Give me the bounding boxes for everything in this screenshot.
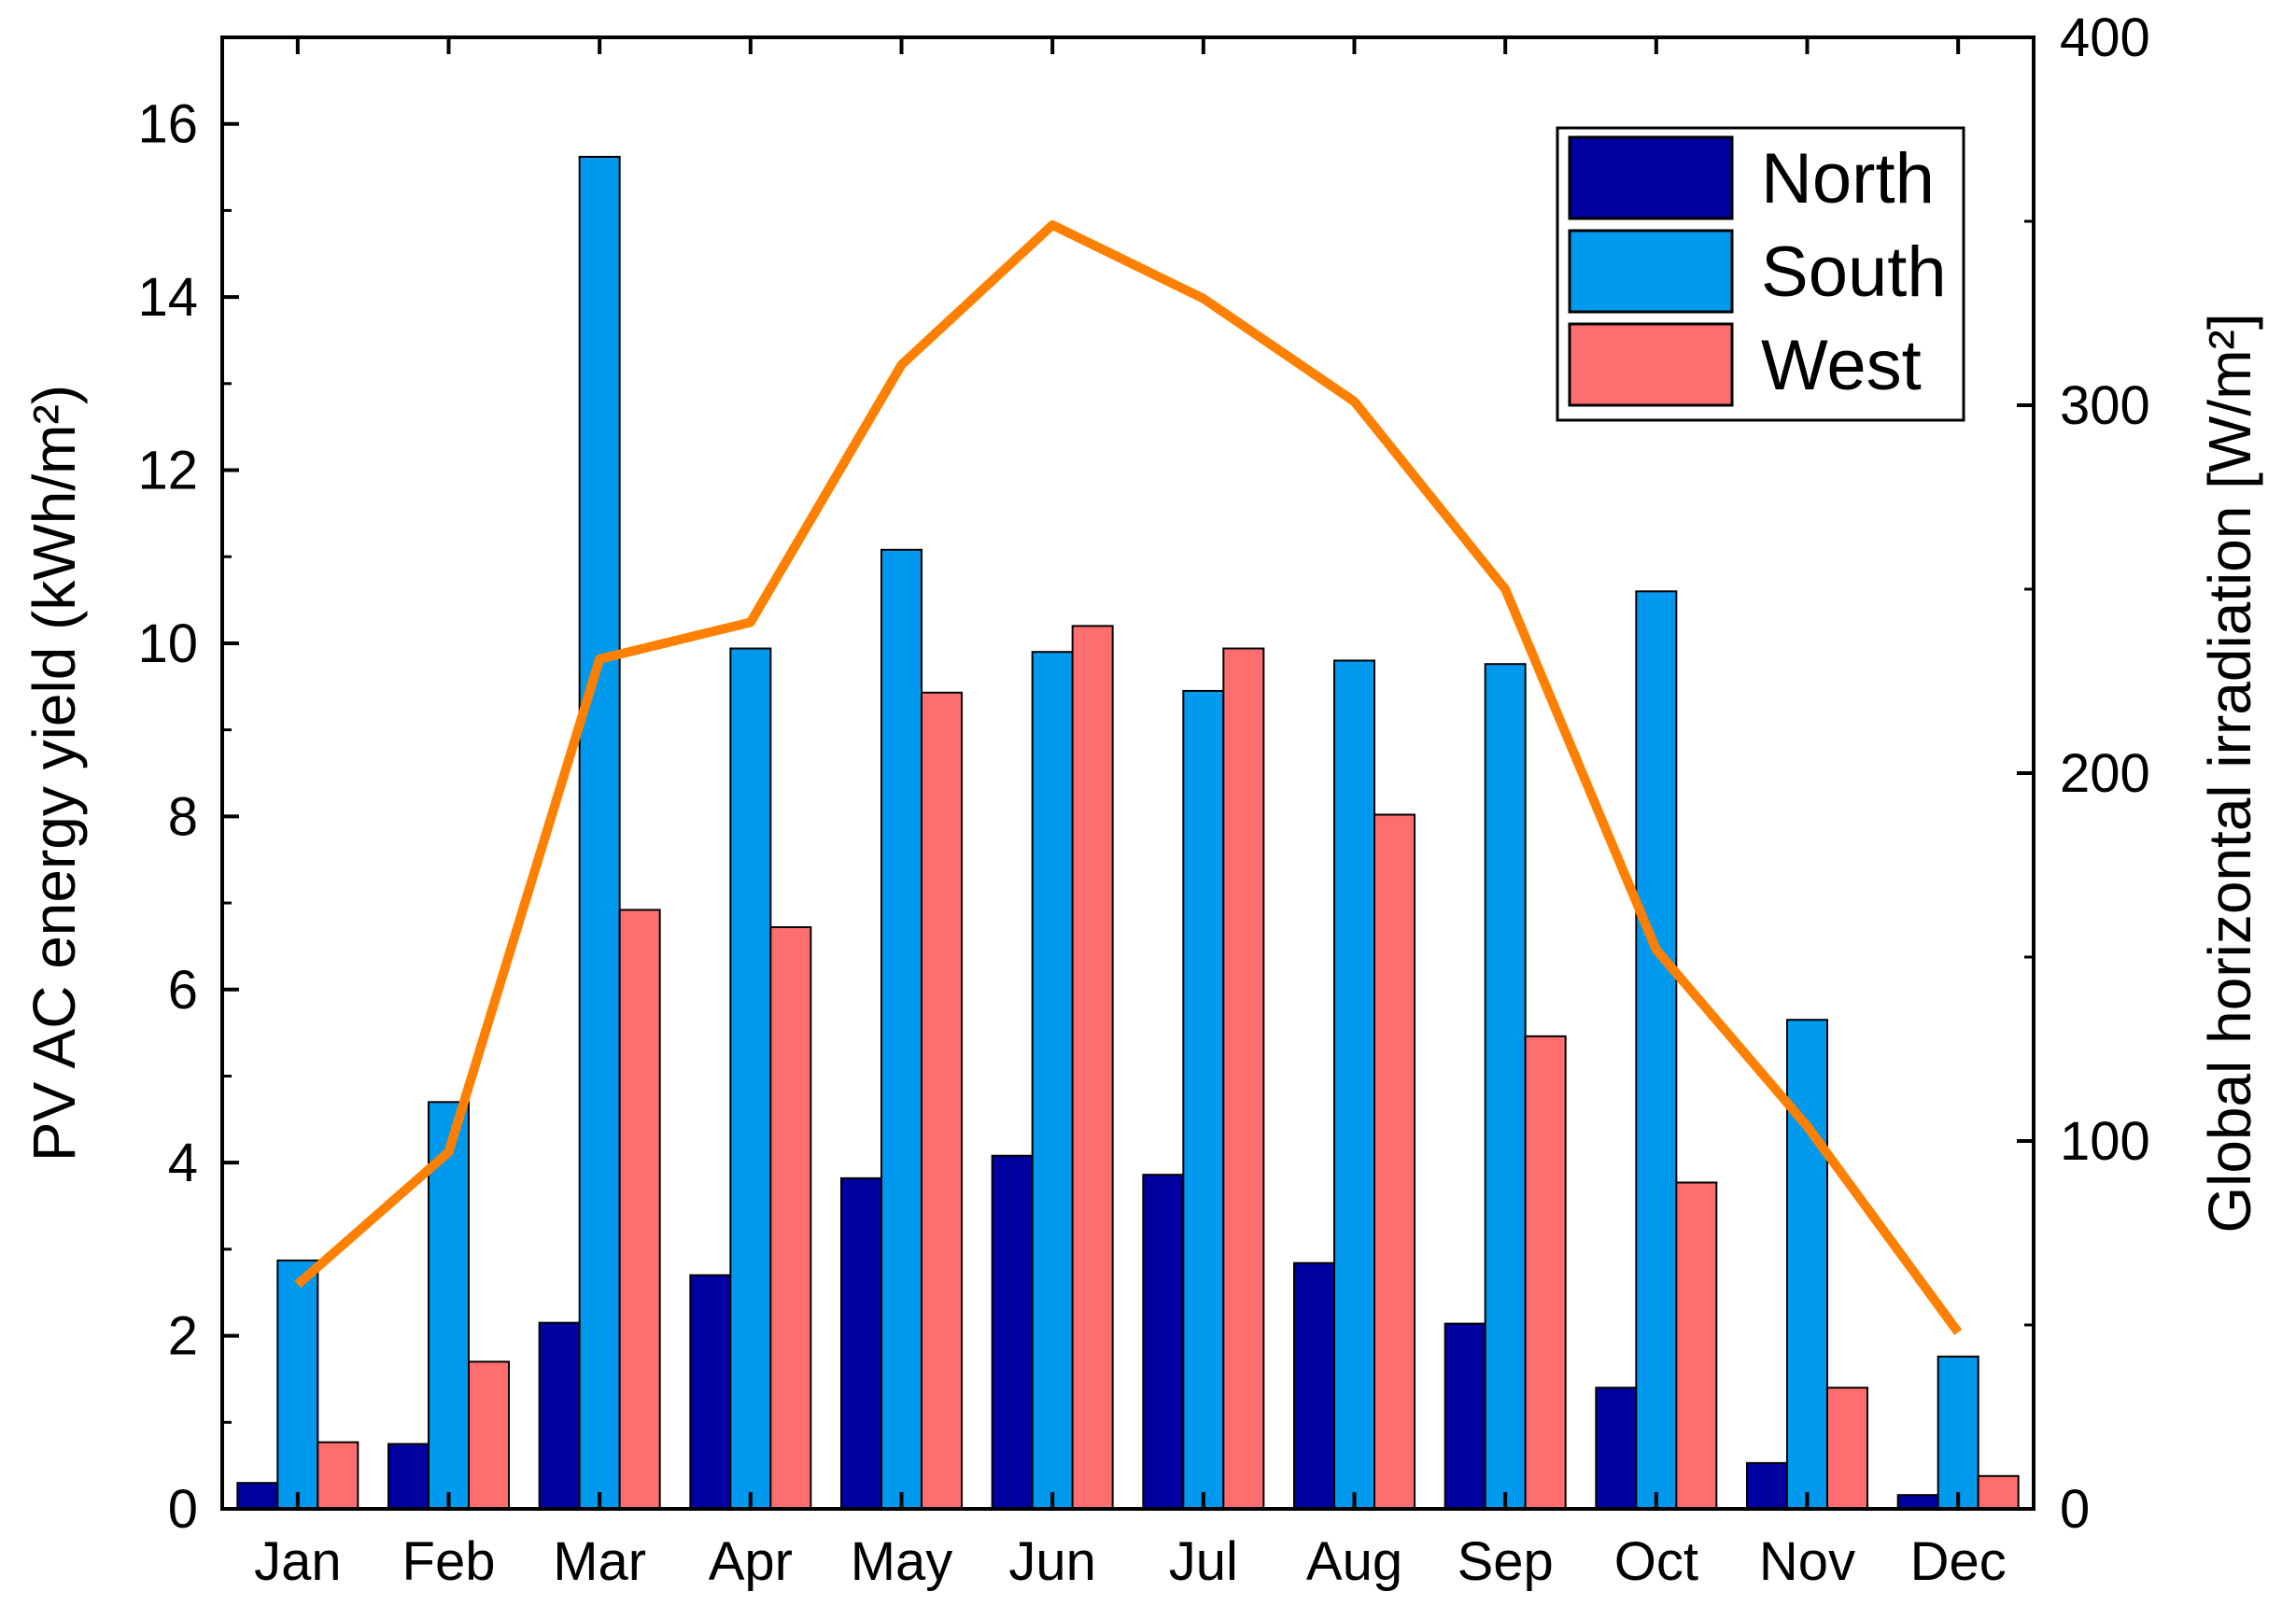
- y-tick-label: 10: [137, 613, 198, 674]
- y-tick-label: 8: [168, 786, 198, 847]
- y-tick-label: 0: [168, 1479, 198, 1540]
- bar-north-mar: [538, 1321, 581, 1511]
- x-tick-label: Jan: [254, 1531, 342, 1592]
- bar-west-apr: [769, 926, 812, 1510]
- bar-north-sep: [1444, 1322, 1486, 1510]
- x-tick-label: May: [851, 1531, 953, 1592]
- x-tick-label: Nov: [1759, 1531, 1855, 1592]
- y2-axis-title: Global horizontal irradiation [W/m²]: [2196, 313, 2263, 1233]
- bar-west-sep: [1524, 1035, 1567, 1511]
- x-tick-label: Jun: [1008, 1531, 1096, 1592]
- y2-tick-label: 300: [2060, 375, 2150, 436]
- bar-north-jun: [991, 1154, 1034, 1510]
- bar-west-may: [921, 691, 963, 1510]
- bar-south-mar: [578, 155, 621, 1511]
- bar-north-dec: [1896, 1494, 1939, 1511]
- bar-south-jul: [1182, 689, 1225, 1510]
- y-tick-label: 4: [168, 1133, 198, 1193]
- top-ticks: [295, 37, 1961, 54]
- bar-south-nov: [1786, 1019, 1828, 1510]
- irradiation-line: [294, 219, 1963, 1335]
- bar-west-oct: [1675, 1181, 1718, 1510]
- bar-north-nov: [1746, 1461, 1788, 1510]
- bar-west-jan: [317, 1441, 359, 1510]
- legend-swatch-south: [1568, 229, 1734, 314]
- bar-north-oct: [1595, 1387, 1638, 1511]
- legend-label-south: South: [1761, 232, 1947, 312]
- bar-south-sep: [1484, 663, 1527, 1510]
- bar-west-feb: [468, 1360, 510, 1511]
- bar-north-feb: [387, 1443, 430, 1510]
- bar-south-jan: [276, 1259, 319, 1510]
- bar-south-apr: [729, 647, 772, 1510]
- left-axis: 0 2 4 6 8 10 12 14 16: [137, 94, 239, 1540]
- x-tick-label: Mar: [553, 1531, 646, 1592]
- x-tick-label: Sep: [1458, 1531, 1554, 1592]
- bar-north-aug: [1293, 1261, 1335, 1511]
- bar-south-dec: [1937, 1355, 1979, 1510]
- legend: North South West: [1556, 126, 1965, 422]
- bar-north-apr: [689, 1274, 732, 1510]
- legend-swatch-west: [1568, 322, 1734, 407]
- legend-label-west: West: [1761, 326, 1922, 405]
- y-tick-label: 14: [137, 267, 198, 328]
- bar-west-dec: [1977, 1474, 2020, 1510]
- legend-label-north: North: [1761, 139, 1935, 218]
- bar-north-may: [840, 1176, 882, 1510]
- y-tick-label: 12: [137, 441, 198, 501]
- y-axis-title: PV AC energy yield (kWh/m²): [21, 385, 88, 1162]
- bar-west-aug: [1373, 813, 1416, 1510]
- y-tick-label: 2: [168, 1306, 198, 1367]
- x-tick-label: Oct: [1614, 1531, 1698, 1592]
- irradiation-line-layer: [294, 219, 1963, 1335]
- bar-south-aug: [1333, 659, 1375, 1510]
- bar-west-jul: [1222, 647, 1265, 1510]
- right-axis: 0 100 200 300 400: [2017, 7, 2150, 1540]
- x-tick-label: Dec: [1910, 1531, 2007, 1592]
- bar-west-nov: [1826, 1387, 1868, 1511]
- bar-west-jun: [1071, 625, 1114, 1510]
- legend-swatch-north: [1568, 135, 1734, 220]
- x-tick-label: Apr: [709, 1531, 793, 1592]
- bars-layer: [236, 155, 2020, 1511]
- bar-west-mar: [618, 909, 661, 1510]
- y2-tick-label: 200: [2060, 743, 2150, 804]
- y-tick-label: 6: [168, 960, 198, 1021]
- x-tick-label: Jul: [1169, 1531, 1238, 1592]
- bar-south-jun: [1031, 651, 1074, 1510]
- x-tick-label: Feb: [402, 1531, 496, 1592]
- bar-south-feb: [428, 1101, 470, 1510]
- y-tick-label: 16: [137, 94, 198, 155]
- bar-north-jan: [236, 1482, 279, 1510]
- x-tick-label: Aug: [1306, 1531, 1402, 1592]
- x-axis: Jan Feb Mar Apr May Jun Jul Aug Sep Oct Nov Dec: [254, 1492, 2007, 1592]
- bar-south-oct: [1635, 590, 1678, 1510]
- bar-south-may: [880, 548, 923, 1510]
- bar-north-jul: [1142, 1174, 1185, 1510]
- y2-tick-label: 0: [2060, 1479, 2090, 1540]
- y2-tick-label: 400: [2060, 7, 2150, 68]
- y2-tick-label: 100: [2060, 1111, 2150, 1172]
